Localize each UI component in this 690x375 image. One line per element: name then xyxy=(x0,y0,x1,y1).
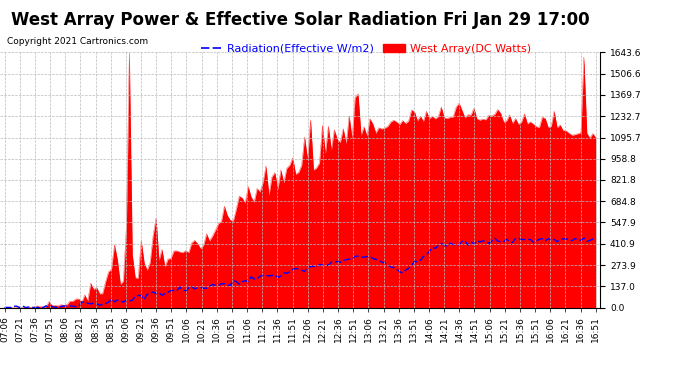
Text: Copyright 2021 Cartronics.com: Copyright 2021 Cartronics.com xyxy=(7,38,148,46)
Text: West Array Power & Effective Solar Radiation Fri Jan 29 17:00: West Array Power & Effective Solar Radia… xyxy=(11,11,589,29)
Legend: Radiation(Effective W/m2), West Array(DC Watts): Radiation(Effective W/m2), West Array(DC… xyxy=(196,39,535,58)
